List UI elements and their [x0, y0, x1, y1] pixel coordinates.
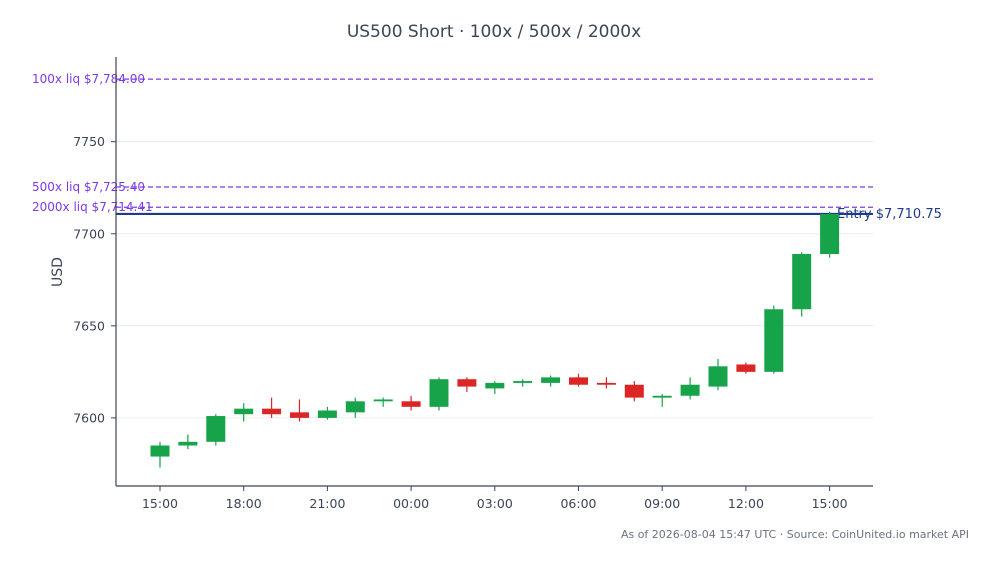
y-tick-label: 7650 [73, 318, 105, 333]
candle-body [206, 416, 226, 442]
candle-body [234, 408, 254, 415]
x-tick-label: 09:00 [644, 496, 680, 511]
candle-body [401, 401, 421, 407]
y-tick-label: 7700 [73, 226, 105, 241]
candle-body [262, 408, 282, 415]
chart-footer: As of 2026-08-04 15:47 UTC · Source: Coi… [621, 528, 969, 541]
candle-body [569, 377, 588, 385]
y-axis-label: USD [50, 257, 66, 287]
candle-body [708, 366, 728, 387]
candle-body [652, 395, 672, 398]
x-tick-label: 00:00 [393, 496, 429, 511]
x-tick-label: 15:00 [812, 496, 848, 511]
entry-label: Entry $7,710.75 [837, 207, 942, 222]
candle-body [764, 309, 784, 372]
y-tick-label: 7750 [73, 134, 105, 149]
candle-body [373, 399, 393, 402]
x-tick-label: 21:00 [309, 496, 345, 511]
liquidation-label: 100x liq $7,784.00 [32, 72, 145, 86]
candle-body [345, 401, 365, 413]
candle-body [485, 382, 505, 389]
y-tick-label: 7600 [73, 410, 105, 425]
x-tick-label: 18:00 [226, 496, 262, 511]
grid-lines [116, 141, 873, 419]
candle-body [178, 441, 198, 446]
x-tick-label: 03:00 [477, 496, 513, 511]
liquidation-label: 2000x liq $7,714.41 [32, 200, 153, 214]
candle-body [736, 364, 756, 372]
candle-body [513, 381, 533, 383]
candle-body [317, 410, 337, 418]
candle-body [596, 382, 616, 385]
axes: 7600 7650 7700 7750 15:00 18:00 21:00 00:00 03:0… [73, 57, 873, 511]
candle-body [820, 213, 840, 255]
candle-body [624, 384, 644, 398]
candle-body [290, 412, 309, 418]
chart-title: US500 Short · 100x / 500x / 2000x [347, 22, 641, 42]
candle-body [792, 254, 812, 310]
x-tick-label: 15:00 [142, 496, 178, 511]
candle-body [457, 379, 477, 387]
candle-body [429, 379, 449, 407]
price-levels: 100x liq $7,784.00 500x liq $7,725.40 2000… [32, 72, 942, 222]
candle-body [150, 445, 170, 457]
liquidation-label: 500x liq $7,725.40 [32, 180, 145, 194]
candle-body [541, 377, 561, 383]
x-tick-label: 06:00 [560, 496, 596, 511]
candle-body [680, 384, 700, 396]
candles [150, 211, 840, 468]
x-tick-label: 12:00 [728, 496, 764, 511]
